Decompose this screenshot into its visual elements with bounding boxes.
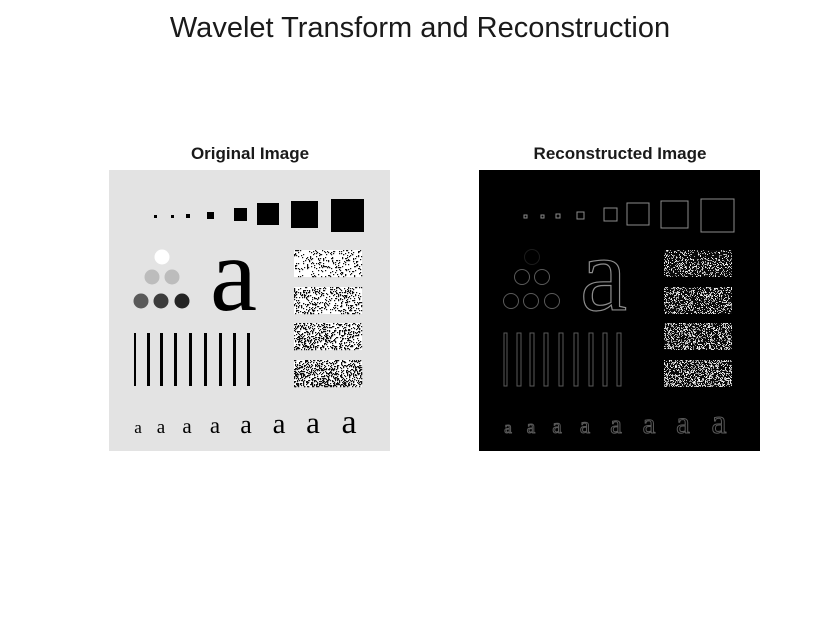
bar-4: [174, 333, 177, 386]
bar-5: [189, 333, 192, 386]
noise-patch-4: [294, 360, 363, 388]
square-2: [540, 214, 545, 219]
bar-9: [247, 333, 250, 386]
figure-title: Wavelet Transform and Reconstruction: [169, 12, 671, 44]
noise-patch-2: [294, 287, 363, 315]
circle-5: [153, 293, 169, 309]
square-7: [291, 201, 318, 228]
bar-6: [573, 332, 579, 387]
circle-4: [503, 293, 519, 309]
bar-2: [516, 332, 522, 387]
glyph-row-item: a: [182, 414, 192, 438]
glyph-row-item: a: [210, 413, 220, 438]
circle-1: [524, 249, 540, 265]
glyph-row-item: a: [504, 418, 512, 437]
circle-1: [154, 249, 170, 265]
bar-7: [588, 332, 594, 387]
original-image: aa a a a a a a a: [109, 170, 390, 451]
reconstructed-image: aa a a a a a a a: [479, 170, 760, 451]
bar-9: [616, 332, 622, 387]
bar-1: [134, 333, 136, 386]
glyph-row-item: a: [306, 405, 320, 440]
glyph-row-item: a: [552, 414, 562, 438]
noise-patch-2: [664, 287, 732, 314]
circle-2: [514, 269, 530, 285]
noise-patch-1: [664, 250, 732, 277]
original-image-title: Original Image: [190, 144, 310, 163]
glyph-row-item: a: [527, 417, 536, 438]
bar-3: [160, 333, 163, 386]
noise-patch-3: [664, 323, 732, 350]
glyph-row-item: a: [643, 408, 656, 440]
square-3: [555, 213, 561, 219]
noise-patch-4: [664, 360, 732, 387]
noise-patch-3: [294, 323, 363, 351]
noise-patch-1: [294, 250, 363, 278]
glyph-row-item: a: [240, 410, 252, 439]
circle-6: [544, 293, 560, 309]
square-1: [523, 214, 528, 219]
bar-7: [219, 333, 222, 386]
bar-1: [503, 332, 508, 387]
glyph-row-item: a: [580, 413, 590, 438]
glyph-row-item: a: [610, 410, 622, 439]
bar-4: [543, 332, 549, 387]
glyph-row-item: a: [157, 417, 166, 438]
square-6: [257, 203, 279, 225]
circle-3: [164, 269, 180, 285]
large-glyph: a: [580, 216, 627, 333]
square-1: [154, 215, 157, 218]
glyph-row-item: a: [341, 404, 356, 441]
bar-5: [558, 332, 564, 387]
bar-6: [204, 333, 207, 386]
reconstructed-image-title: Reconstructed Image: [533, 144, 707, 163]
square-6: [626, 202, 650, 226]
square-4: [207, 212, 214, 219]
square-5: [234, 208, 247, 221]
circle-3: [534, 269, 550, 285]
square-8: [700, 198, 735, 233]
glyph-row-item: a: [711, 404, 726, 441]
bar-2: [147, 333, 150, 386]
glyph-row-item: a: [134, 418, 142, 437]
circle-2: [144, 269, 160, 285]
square-4: [576, 211, 585, 220]
square-2: [171, 215, 174, 218]
glyph-row-item: a: [676, 405, 690, 440]
square-5: [603, 207, 618, 222]
square-3: [186, 214, 190, 218]
circle-5: [523, 293, 539, 309]
bar-3: [529, 332, 535, 387]
circle-6: [174, 293, 190, 309]
large-glyph: a: [210, 216, 257, 333]
glyph-row-item: a: [273, 408, 286, 440]
square-8: [331, 199, 364, 232]
bar-8: [233, 333, 236, 386]
circle-4: [133, 293, 149, 309]
square-7: [660, 200, 689, 229]
bar-8: [602, 332, 608, 387]
